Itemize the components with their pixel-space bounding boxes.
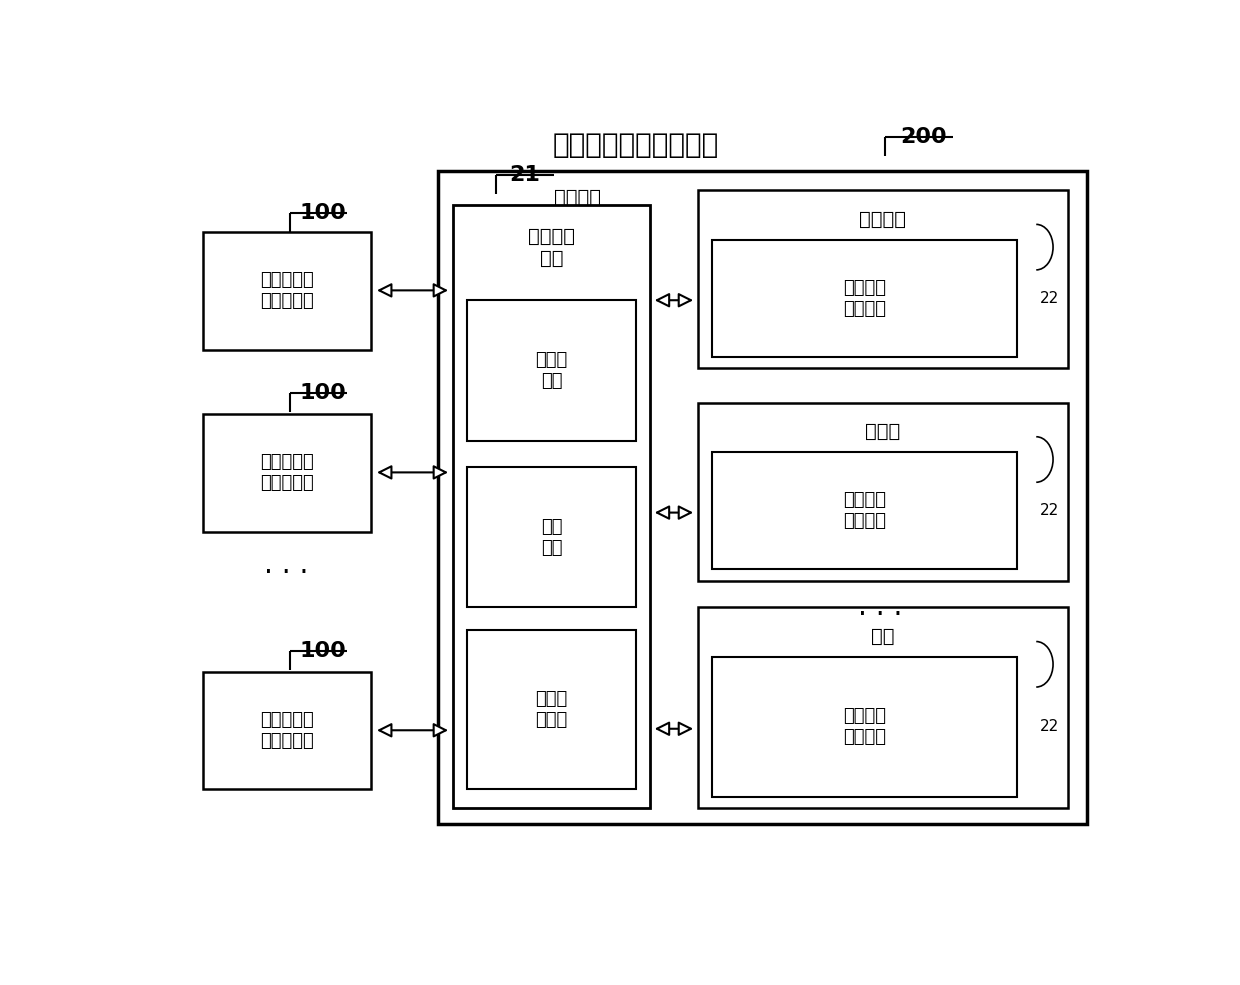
Text: 初始化
单元: 初始化 单元	[536, 351, 568, 390]
Text: 指令发
送单元: 指令发 送单元	[536, 690, 568, 729]
Text: 22: 22	[1040, 503, 1059, 518]
Bar	[712, 452, 1017, 569]
Text: 空调: 空调	[872, 626, 895, 646]
Text: 200: 200	[900, 127, 947, 147]
Text: 家居设备移
动遥控设备: 家居设备移 动遥控设备	[260, 711, 314, 750]
Text: 鉴权
单元: 鉴权 单元	[541, 518, 562, 557]
Text: 家居设备移
动遥控设备: 家居设备移 动遥控设备	[260, 271, 314, 310]
Bar	[467, 300, 635, 440]
Text: 100: 100	[300, 383, 346, 403]
Bar	[698, 403, 1068, 581]
Text: 家居设备: 家居设备	[859, 210, 906, 229]
Bar	[712, 239, 1017, 358]
Bar	[203, 414, 371, 532]
Bar	[698, 190, 1068, 368]
Bar	[712, 657, 1017, 797]
Bar	[453, 206, 650, 809]
Text: 100: 100	[300, 640, 346, 661]
Bar	[698, 608, 1068, 809]
Bar	[203, 232, 371, 350]
Text: 家居系统: 家居系统	[554, 188, 601, 207]
Text: 家居设备
处理单元: 家居设备 处理单元	[843, 707, 887, 747]
Text: 21: 21	[510, 165, 541, 185]
Text: 家居设备移
动遥控设备: 家居设备移 动遥控设备	[260, 453, 314, 492]
Bar	[203, 672, 371, 789]
Text: 100: 100	[300, 203, 346, 223]
Bar	[467, 630, 635, 789]
Text: · · ·: · · ·	[858, 601, 903, 629]
Text: 家居设备
处理单元: 家居设备 处理单元	[843, 492, 887, 530]
Text: 电冰箱: 电冰箱	[866, 422, 900, 441]
Text: 22: 22	[1040, 719, 1059, 735]
Bar	[467, 467, 635, 608]
Text: 22: 22	[1040, 291, 1059, 305]
Text: 家居设备
处理单元: 家居设备 处理单元	[843, 279, 887, 318]
Text: 家居设备移动遥控系统: 家居设备移动遥控系统	[552, 131, 719, 159]
Bar	[439, 171, 1087, 823]
Text: · · ·: · · ·	[264, 559, 309, 587]
Text: 家居控制
设备: 家居控制 设备	[528, 227, 575, 268]
